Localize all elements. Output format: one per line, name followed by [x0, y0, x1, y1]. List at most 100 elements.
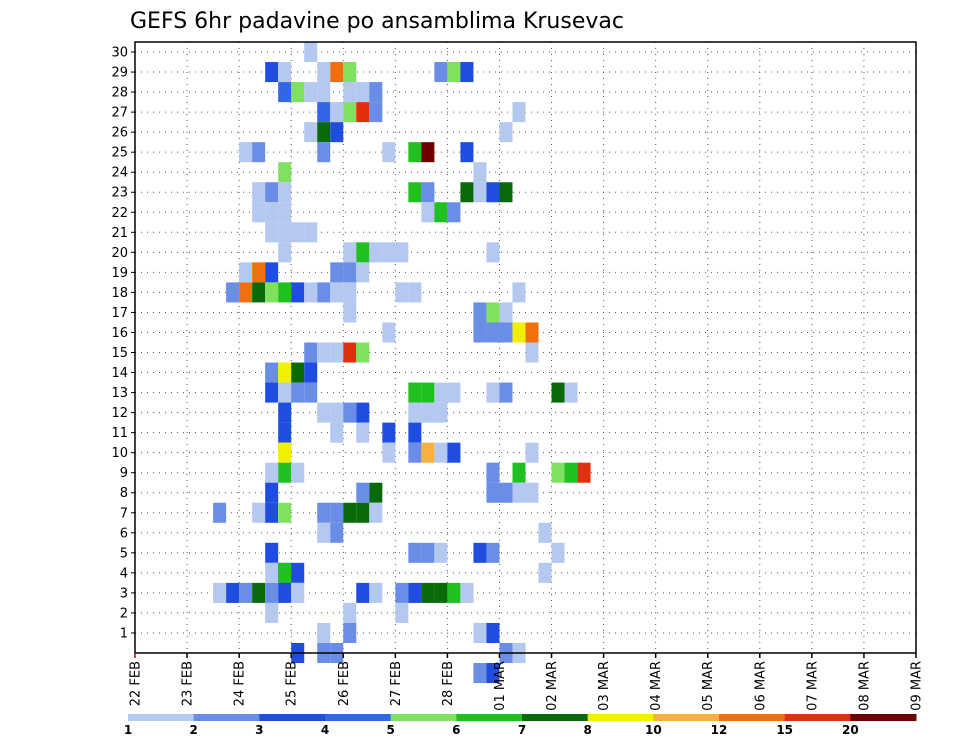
heatmap-cell: [369, 502, 383, 523]
x-tick-label: 02 MAR: [545, 661, 560, 711]
heatmap-cell: [525, 342, 539, 363]
heatmap-cell: [473, 663, 487, 684]
heatmap-cell: [421, 542, 435, 563]
cells: [213, 42, 591, 684]
y-tick-label: 8: [120, 486, 128, 501]
heatmap-cell: [278, 382, 292, 403]
legend-label: 15: [776, 723, 793, 737]
x-axis: 22 FEB 23 FEB 24 FEB 25 FEB 26 FEB 27 FEB 28 F…: [129, 653, 925, 711]
heatmap-cell: [252, 182, 266, 203]
heatmap-cell: [265, 582, 279, 603]
heatmap-cell: [265, 602, 279, 623]
heatmap-cell: [473, 182, 487, 203]
heatmap-cell: [278, 362, 292, 383]
heatmap-cell: [408, 382, 422, 403]
heatmap-cell: [278, 502, 292, 523]
heatmap-cell: [525, 322, 539, 343]
legend-label: 2: [189, 723, 197, 737]
legend-swatch: [719, 714, 786, 721]
heatmap-cell: [369, 242, 383, 263]
heatmap-cell: [447, 582, 461, 603]
heatmap-cell: [408, 442, 422, 463]
heatmap-cell: [408, 422, 422, 443]
heatmap-cell: [512, 482, 526, 503]
heatmap-cell: [486, 182, 500, 203]
heatmap-cell: [408, 582, 422, 603]
heatmap-cell: [265, 482, 279, 503]
heatmap-cell: [330, 122, 344, 143]
heatmap-cell: [421, 582, 435, 603]
heatmap-cell: [356, 402, 370, 423]
heatmap-cell: [278, 82, 292, 103]
heatmap-cell: [330, 402, 344, 423]
heatmap-cell: [330, 62, 344, 83]
heatmap-cell: [499, 302, 513, 323]
legend-label: 6: [452, 723, 460, 737]
heatmap-cell: [499, 382, 513, 403]
heatmap-cell: [421, 442, 435, 463]
heatmap-cell: [291, 382, 305, 403]
y-tick-label: 14: [111, 366, 128, 381]
y-tick-label: 29: [111, 66, 128, 81]
y-tick-label: 25: [111, 146, 128, 161]
x-tick-label: 27 FEB: [389, 661, 404, 706]
y-tick-label: 19: [111, 266, 128, 281]
heatmap-cell: [278, 222, 292, 243]
heatmap-cell: [460, 182, 474, 203]
heatmap-cell: [356, 342, 370, 363]
legend-swatch: [587, 714, 654, 721]
y-tick-label: 10: [111, 446, 128, 461]
heatmap-cell: [239, 582, 253, 603]
heatmap-cell: [278, 462, 292, 483]
heatmap-cell: [408, 402, 422, 423]
y-tick-label: 11: [111, 426, 128, 441]
x-tick-label: 26 FEB: [337, 661, 352, 706]
heatmap-cell: [291, 362, 305, 383]
heatmap-cell: [330, 102, 344, 123]
heatmap-cell: [473, 302, 487, 323]
heatmap-cell: [486, 322, 500, 343]
heatmap-cell: [291, 282, 305, 303]
heatmap-cell: [499, 322, 513, 343]
y-tick-label: 24: [111, 166, 128, 181]
y-tick-label: 5: [120, 546, 128, 561]
heatmap-cell: [252, 502, 266, 523]
heatmap-cell: [499, 182, 513, 203]
heatmap-cell: [447, 382, 461, 403]
heatmap-cell: [226, 282, 240, 303]
heatmap-cell: [317, 142, 331, 163]
heatmap-cell: [304, 362, 318, 383]
heatmap-cell: [278, 582, 292, 603]
heatmap-cell: [434, 582, 448, 603]
y-tick-label: 3: [120, 586, 128, 601]
heatmap-cell: [291, 82, 305, 103]
heatmap-cell: [343, 262, 357, 283]
y-tick-label: 18: [111, 286, 128, 301]
heatmap-cell: [304, 282, 318, 303]
legend-swatch: [522, 714, 589, 721]
heatmap-cell: [343, 302, 357, 323]
heatmap-cell: [330, 262, 344, 283]
heatmap-cell: [486, 382, 500, 403]
heatmap-cell: [382, 442, 396, 463]
legend-label: 5: [386, 723, 394, 737]
y-tick-label: 23: [111, 186, 128, 201]
y-tick-label: 16: [111, 326, 128, 341]
heatmap-cell: [343, 242, 357, 263]
heatmap-cell: [317, 82, 331, 103]
heatmap-cell: [252, 142, 266, 163]
y-tick-label: 20: [111, 246, 128, 261]
legend-label: 8: [583, 723, 591, 737]
heatmap-cell: [265, 502, 279, 523]
heatmap-cell: [330, 342, 344, 363]
heatmap-cell: [356, 482, 370, 503]
heatmap-cell: [551, 382, 565, 403]
heatmap-cell: [265, 462, 279, 483]
y-tick-label: 22: [111, 206, 128, 221]
heatmap-cell: [330, 502, 344, 523]
heatmap-cell: [486, 542, 500, 563]
heatmap-cell: [330, 282, 344, 303]
heatmap-cell: [434, 442, 448, 463]
heatmap-cell: [395, 282, 409, 303]
heatmap-cell: [317, 282, 331, 303]
